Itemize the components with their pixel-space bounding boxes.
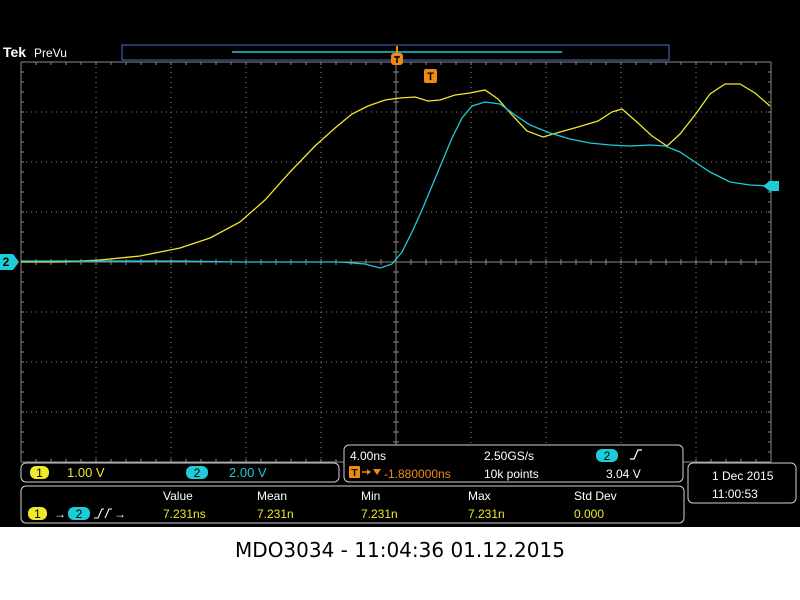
meas-value-max: 7.231n: [468, 507, 505, 521]
meas-source-ch1-label: 1: [34, 507, 41, 521]
svg-text:T: T: [351, 468, 357, 479]
meas-header-max: Max: [468, 489, 491, 503]
ch2-scale: 2.00 V: [229, 465, 267, 480]
meas-value-mean: 7.231n: [257, 507, 294, 521]
oscilloscope-screen: Tek PreVu T 2 1 1.00 V 2: [0, 0, 800, 527]
trigger-source-label: 2: [604, 449, 611, 463]
ch2-badge-label: 2: [194, 466, 201, 480]
meas-header-std-dev: Std Dev: [574, 489, 617, 503]
meas-source-ch2-label: 2: [76, 507, 83, 521]
ch2-ground-marker-label: 2: [3, 255, 10, 269]
measurement-values: 7.231ns 7.231n 7.231n 7.231n 0.000: [163, 507, 604, 521]
meas-source-ch1-badge: [28, 507, 47, 520]
trigger-offset-icon: T: [349, 466, 381, 479]
trigger-level-marker-tab: [771, 181, 779, 191]
ch1-badge[interactable]: [30, 466, 49, 479]
svg-text:→: →: [114, 507, 126, 521]
meas-value-value: 7.231ns: [163, 507, 206, 521]
ch1-waveform: [21, 83, 771, 263]
trigger-source-badge[interactable]: [596, 449, 618, 462]
record-length: 10k points: [484, 467, 539, 481]
sample-rate: 2.50GS/s: [484, 449, 534, 463]
meas-value-std-dev: 0.000: [574, 507, 604, 521]
measurement-headers: Value Mean Min Max Std Dev: [163, 489, 617, 503]
trigger-level: 3.04 V: [606, 467, 641, 481]
screenshot-caption: MDO3034 - 11:04:36 01.12.2015: [0, 527, 800, 600]
delay-edge-icon: →: [94, 507, 126, 521]
trigger-marker-label: T: [427, 71, 434, 83]
clock-time: 11:00:53: [712, 487, 758, 501]
measurement-box[interactable]: [20, 485, 685, 524]
meas-header-min: Min: [361, 489, 380, 503]
clock-date: 1 Dec 2015: [712, 469, 774, 483]
oscilloscope-display: Tek PreVu T 2 1 1.00 V 2: [0, 44, 797, 524]
ch1-badge-label: 1: [36, 466, 43, 480]
ch1-scale: 1.00 V: [67, 465, 105, 480]
channel-scale-box[interactable]: [20, 462, 340, 483]
acquisition-mode: PreVu: [34, 46, 67, 60]
trigger-position-marker[interactable]: [391, 46, 403, 65]
graticule: [20, 61, 772, 463]
ch2-badge[interactable]: [186, 466, 208, 479]
meas-value-min: 7.231n: [361, 507, 398, 521]
rising-edge-icon: [630, 449, 642, 460]
ch2-waveform: [21, 101, 771, 269]
brand-logo: Tek: [3, 44, 26, 60]
meas-arrow-icon: →: [54, 507, 66, 521]
clock-box[interactable]: [687, 462, 797, 504]
trigger-level-marker[interactable]: [763, 180, 771, 192]
ch2-ground-marker[interactable]: 2: [0, 254, 19, 270]
trigger-offset: -1.880000ns: [384, 467, 451, 481]
time-per-division: 4.00ns: [350, 449, 386, 463]
meas-source-ch2-badge: [68, 507, 90, 520]
meas-header-value: Value: [163, 489, 193, 503]
trigger-marker[interactable]: T: [424, 69, 437, 83]
meas-header-mean: Mean: [257, 489, 287, 503]
